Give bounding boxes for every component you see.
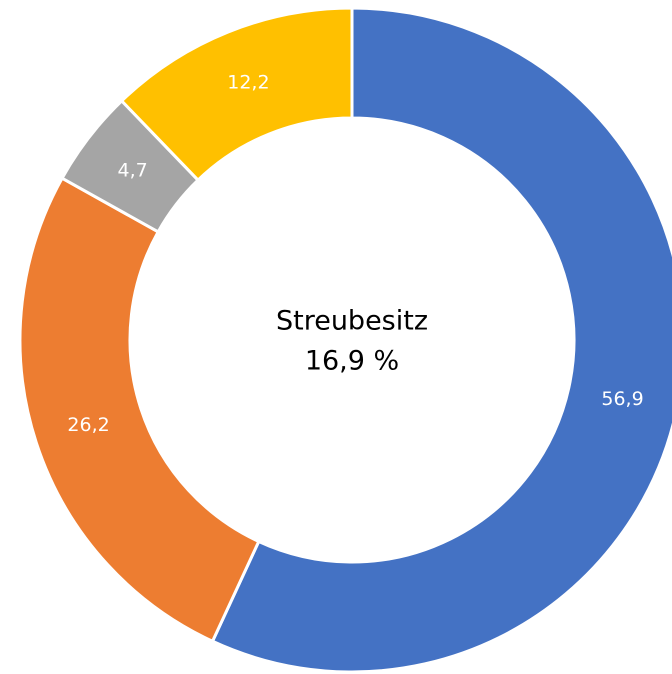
donut-segment bbox=[119, 6, 354, 183]
center-label: Streubesitz bbox=[276, 306, 428, 337]
data-label: 26,2 bbox=[67, 414, 109, 436]
data-label: 56,9 bbox=[601, 388, 643, 410]
center-value: 16,9 % bbox=[305, 346, 399, 377]
donut-segment bbox=[210, 6, 672, 674]
data-label: 12,2 bbox=[227, 72, 269, 94]
data-label: 4,7 bbox=[117, 159, 147, 181]
donut-segment bbox=[18, 176, 261, 644]
